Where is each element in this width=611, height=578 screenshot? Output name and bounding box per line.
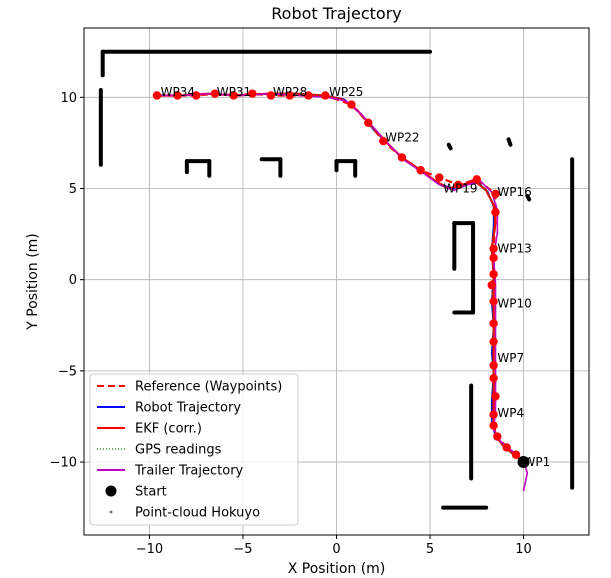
legend-label: EKF (corr.) — [135, 422, 202, 437]
legend: Reference (Waypoints) Robot Trajectory EKF… — [89, 373, 299, 526]
waypoint-marker — [266, 91, 276, 100]
y-tick-label: −10 — [50, 456, 77, 471]
waypoint-marker — [489, 244, 498, 253]
waypoint-marker — [489, 361, 498, 370]
legend-label: Robot Trajectory — [135, 401, 241, 416]
waypoint-label: WP28 — [273, 85, 307, 99]
legend-swatch — [109, 510, 113, 514]
y-tick-label: 10 — [60, 91, 77, 106]
waypoint-marker — [435, 173, 444, 182]
start-marker — [517, 456, 530, 469]
waypoint-marker — [489, 297, 498, 306]
legend-label: Point-cloud Hokuyo — [135, 506, 260, 521]
waypoint-label: WP34 — [161, 85, 195, 99]
x-tick-label: 5 — [426, 542, 434, 557]
waypoint-label: WP1 — [524, 455, 551, 469]
waypoint-marker — [248, 89, 257, 98]
waypoint-marker — [210, 89, 220, 98]
y-tick-label: 0 — [69, 273, 77, 288]
waypoint-marker — [489, 373, 498, 383]
legend-box — [89, 373, 299, 526]
point-cloud-segment — [525, 193, 532, 202]
waypoint-marker — [152, 91, 162, 100]
y-tick-label: 5 — [69, 182, 77, 197]
legend-label: GPS readings — [135, 443, 222, 458]
point-cloud-segment — [446, 142, 453, 151]
waypoint-marker — [491, 207, 500, 217]
legend-label: Trailer Trajectory — [134, 464, 244, 479]
waypoint-marker — [379, 136, 388, 146]
chart-title: Robot Trajectory — [271, 4, 402, 23]
waypoint-marker — [489, 421, 498, 430]
waypoint-marker — [511, 450, 521, 459]
waypoint-marker — [453, 180, 463, 190]
legend-label: Reference (Waypoints) — [135, 380, 282, 395]
waypoint-marker — [493, 432, 502, 441]
ekf-corrected-line — [156, 92, 525, 463]
waypoint-marker — [502, 443, 511, 452]
x-tick-label: −5 — [233, 542, 252, 557]
waypoint-marker — [472, 175, 481, 184]
waypoint-marker — [489, 410, 498, 419]
waypoint-marker — [489, 270, 498, 279]
waypoint-label: WP10 — [497, 296, 531, 310]
waypoint-label: WP7 — [497, 351, 524, 365]
waypoint-marker — [285, 91, 294, 100]
waypoint-marker — [229, 91, 238, 100]
legend-entry: Point-cloud Hokuyo — [109, 506, 260, 521]
x-tick-label: −10 — [136, 542, 163, 557]
waypoint-marker — [304, 91, 313, 100]
waypoint-marker — [491, 392, 500, 401]
waypoint-marker — [347, 100, 356, 109]
waypoint-label: WP13 — [497, 242, 531, 256]
legend-label: Start — [135, 485, 167, 500]
x-axis-ticks: −10 −5 0 5 10 — [136, 535, 532, 557]
waypoint-marker — [364, 118, 373, 128]
waypoint-marker — [489, 253, 498, 262]
point-cloud-segment — [506, 137, 513, 147]
y-tick-label: −5 — [58, 364, 77, 379]
waypoint-label: WP25 — [329, 85, 363, 99]
legend-entry: Robot Trajectory — [97, 401, 241, 416]
waypoint-marker — [397, 153, 407, 162]
x-tick-label: 0 — [332, 542, 340, 557]
waypoint-marker — [489, 337, 498, 346]
legend-entry: EKF (corr.) — [97, 422, 202, 437]
waypoint-label: WP4 — [497, 406, 524, 420]
waypoint-label: WP22 — [385, 130, 419, 144]
waypoint-label: WP19 — [443, 181, 477, 195]
x-axis-label: X Position (m) — [288, 561, 386, 577]
gps-readings-line — [156, 93, 524, 463]
waypoint-marker — [173, 91, 182, 100]
waypoint-marker — [491, 189, 500, 199]
legend-entry: GPS readings — [97, 443, 222, 458]
y-axis-ticks: −10 −5 0 5 10 — [50, 91, 84, 471]
y-axis-label: Y Position (m) — [25, 233, 41, 331]
waypoint-label: WP31 — [217, 85, 251, 99]
legend-entry: Start — [105, 485, 167, 500]
legend-swatch — [105, 485, 117, 497]
x-tick-label: 10 — [515, 542, 532, 557]
waypoint-marker — [416, 166, 425, 175]
waypoint-marker — [321, 91, 330, 100]
waypoint-label: WP16 — [497, 185, 531, 199]
data-layer: WP1 WP4 WP7 WP10 WP13 WP16 WP19 WP22 WP25 WP28 WP3… — [98, 49, 575, 510]
waypoint-marker — [489, 319, 498, 328]
waypoint-marker — [192, 91, 201, 100]
legend-entry: Trailer Trajectory — [97, 464, 244, 479]
waypoint-marker — [487, 280, 496, 290]
legend-entry: Reference (Waypoints) — [97, 380, 282, 395]
